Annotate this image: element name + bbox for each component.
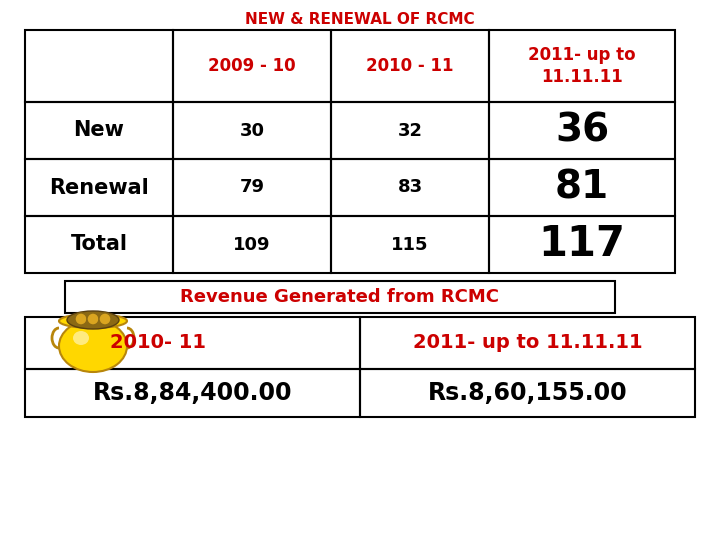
Bar (173, 102, 331, 159)
Text: 79: 79 (240, 179, 264, 197)
Bar (25, 216, 173, 273)
Text: 36: 36 (555, 111, 609, 150)
Ellipse shape (59, 320, 127, 372)
Circle shape (99, 313, 111, 325)
Bar (331, 30, 489, 102)
Text: 2011- up to
11.11.11: 2011- up to 11.11.11 (528, 46, 636, 86)
Text: Rs.8,84,400.00: Rs.8,84,400.00 (93, 381, 292, 405)
Text: 2009 - 10: 2009 - 10 (208, 57, 296, 75)
Circle shape (75, 313, 87, 325)
Bar (489, 159, 675, 216)
Bar (173, 30, 331, 102)
Bar (360, 317, 695, 369)
Text: Total: Total (71, 234, 127, 254)
Text: 2010- 11: 2010- 11 (110, 334, 206, 353)
Ellipse shape (73, 331, 89, 345)
Bar (25, 159, 173, 216)
Bar (173, 159, 331, 216)
Text: 109: 109 (233, 235, 271, 253)
Bar (65, 281, 615, 313)
Text: 117: 117 (539, 224, 626, 266)
Text: 2010 - 11: 2010 - 11 (366, 57, 454, 75)
Text: 2011- up to 11.11.11: 2011- up to 11.11.11 (413, 334, 642, 353)
Text: Revenue Generated from RCMC: Revenue Generated from RCMC (181, 288, 500, 306)
Bar (331, 216, 489, 273)
Bar (489, 102, 675, 159)
Text: 83: 83 (397, 179, 423, 197)
Bar (173, 216, 331, 273)
Bar (489, 216, 675, 273)
Text: 32: 32 (397, 122, 423, 139)
Text: 115: 115 (391, 235, 428, 253)
Bar (25, 369, 360, 417)
Text: Rs.8,60,155.00: Rs.8,60,155.00 (428, 381, 627, 405)
Bar (331, 102, 489, 159)
Text: 81: 81 (555, 168, 609, 206)
Bar (360, 369, 695, 417)
Text: NEW & RENEWAL OF RCMC: NEW & RENEWAL OF RCMC (246, 12, 474, 27)
Text: Renewal: Renewal (49, 178, 149, 198)
Bar (25, 102, 173, 159)
Ellipse shape (59, 314, 127, 328)
Bar (331, 159, 489, 216)
Circle shape (87, 313, 99, 325)
Text: New: New (73, 120, 125, 140)
Bar (25, 30, 173, 102)
Bar (489, 30, 675, 102)
Ellipse shape (67, 311, 119, 329)
Text: 30: 30 (240, 122, 264, 139)
Bar (25, 317, 360, 369)
